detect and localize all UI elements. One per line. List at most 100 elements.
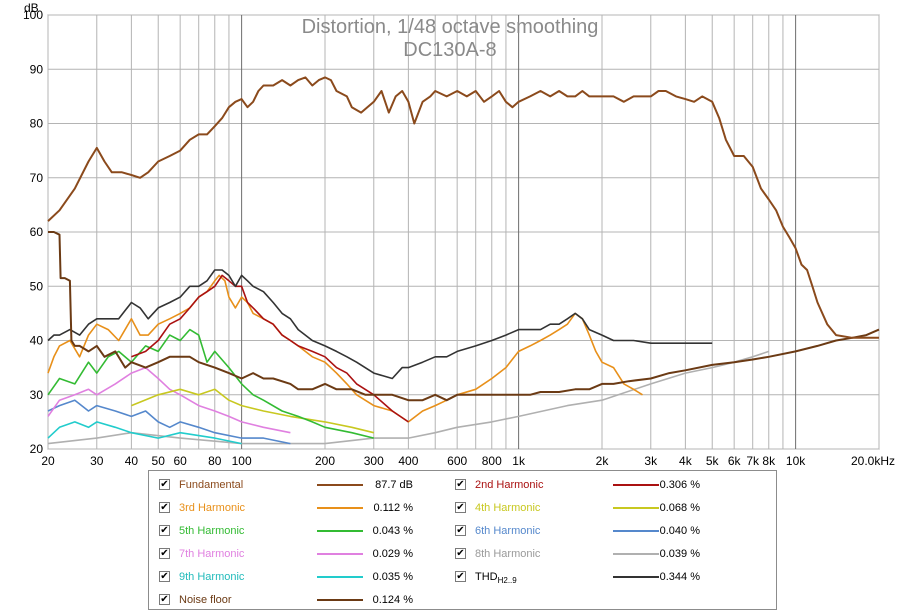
legend-item-7th-harmonic: ✔ 7th Harmonic 0.029 % bbox=[149, 544, 469, 564]
y-tick-label: 50 bbox=[30, 279, 44, 293]
legend-label: 7th Harmonic bbox=[179, 548, 245, 560]
series-lines bbox=[47, 76, 880, 445]
series-line-7th-harmonic bbox=[47, 366, 291, 434]
x-tick-label: 600 bbox=[447, 454, 467, 465]
legend-swatch bbox=[317, 553, 363, 555]
legend-swatch bbox=[317, 484, 363, 486]
y-tick-label: 90 bbox=[30, 62, 44, 76]
legend-label: 2nd Harmonic bbox=[475, 479, 544, 491]
x-tick-label: 100 bbox=[232, 454, 252, 465]
x-tick-label: 300 bbox=[364, 454, 384, 465]
legend-value: 0.124 % bbox=[372, 594, 413, 606]
y-axis-label: dB bbox=[24, 1, 39, 15]
x-tick-label: 20.0kHz bbox=[851, 454, 895, 465]
x-tick-label: 3k bbox=[644, 454, 658, 465]
legend-value: 0.043 % bbox=[372, 525, 413, 537]
x-tick-label: 20 bbox=[41, 454, 55, 465]
legend-checkbox[interactable]: ✔ bbox=[455, 571, 466, 582]
legend-swatch bbox=[613, 576, 659, 578]
y-tick-label: 20 bbox=[30, 442, 44, 456]
series-line-5th-harmonic bbox=[47, 328, 374, 439]
legend-checkbox[interactable]: ✔ bbox=[159, 479, 170, 490]
y-tick-label: 80 bbox=[30, 117, 44, 131]
y-tick-label: 70 bbox=[30, 171, 44, 185]
series-line-noise-floor bbox=[48, 231, 880, 402]
legend-label: 5th Harmonic bbox=[179, 525, 245, 537]
x-tick-label: 8k bbox=[762, 454, 776, 465]
legend-label: 3rd Harmonic bbox=[179, 502, 246, 514]
x-tick-label: 30 bbox=[90, 454, 104, 465]
legend-checkbox[interactable]: ✔ bbox=[455, 502, 466, 513]
legend-value: 0.068 % bbox=[659, 502, 700, 514]
legend-swatch bbox=[613, 507, 659, 509]
x-tick-label: 2k bbox=[596, 454, 610, 465]
legend-checkbox[interactable]: ✔ bbox=[455, 548, 466, 559]
legend-swatch bbox=[317, 576, 363, 578]
legend-checkbox[interactable]: ✔ bbox=[159, 594, 170, 605]
series-line-2nd-harmonic bbox=[131, 274, 409, 423]
legend-checkbox[interactable]: ✔ bbox=[159, 571, 170, 582]
x-tick-label: 6k bbox=[728, 454, 742, 465]
series-line-8th-harmonic bbox=[47, 350, 770, 445]
legend-checkbox[interactable]: ✔ bbox=[159, 502, 170, 513]
x-tick-label: 10k bbox=[786, 454, 806, 465]
legend-swatch bbox=[613, 484, 659, 486]
x-tick-label: 50 bbox=[152, 454, 166, 465]
x-tick-label: 4k bbox=[679, 454, 693, 465]
legend-value: 0.344 % bbox=[659, 571, 700, 583]
legend-item-noise-floor: ✔ Noise floor 0.124 % bbox=[149, 590, 469, 610]
legend-value: 0.112 % bbox=[373, 502, 413, 514]
legend-item-6th-harmonic: ✔ 6th Harmonic 0.040 % bbox=[445, 521, 765, 541]
x-axis-ticks: 20 30 40 50 60 80 100 200 300 400 600 800 1k 2k 3k 4k 5k… bbox=[41, 454, 895, 465]
x-tick-label: 200 bbox=[315, 454, 335, 465]
legend-value: 0.040 % bbox=[659, 525, 700, 537]
x-tick-label: 1k bbox=[512, 454, 526, 465]
y-tick-label: 30 bbox=[30, 388, 44, 402]
legend-value: 0.039 % bbox=[659, 548, 700, 560]
x-tick-label: 400 bbox=[398, 454, 418, 465]
distortion-chart: 20 30 40 50 60 70 80 90 100 20 30 40 50 60 80 100 200 30… bbox=[23, 1, 895, 465]
legend-item-3rd-harmonic: ✔ 3rd Harmonic 0.112 % bbox=[149, 498, 469, 518]
legend-label: Fundamental bbox=[179, 479, 244, 491]
chart-subtitle: DC130A-8 bbox=[403, 39, 496, 61]
legend-swatch bbox=[317, 599, 363, 601]
x-tick-label: 7k bbox=[746, 454, 760, 465]
legend-value: 0.029 % bbox=[372, 548, 413, 560]
legend-label: THDH2..9 bbox=[475, 571, 517, 585]
x-tick-label: 5k bbox=[706, 454, 720, 465]
y-tick-label: 60 bbox=[30, 225, 44, 239]
legend-swatch bbox=[317, 530, 363, 532]
legend-checkbox[interactable]: ✔ bbox=[455, 479, 466, 490]
legend-label: 4th Harmonic bbox=[475, 502, 541, 514]
legend: ✔ Fundamental 87.7 dB ✔ 2nd Harmonic 0.306 % ✔… bbox=[148, 470, 777, 610]
legend-label: 9th Harmonic bbox=[179, 571, 245, 583]
legend-value: 0.306 % bbox=[659, 479, 700, 491]
legend-label: 8th Harmonic bbox=[475, 548, 541, 560]
legend-label: 6th Harmonic bbox=[475, 525, 541, 537]
series-line-9th-harmonic bbox=[47, 421, 242, 445]
legend-item-fundamental: ✔ Fundamental 87.7 dB bbox=[149, 475, 469, 495]
legend-value: 0.035 % bbox=[372, 571, 413, 583]
y-tick-label: 100 bbox=[23, 8, 43, 22]
series-line-fundamental bbox=[47, 76, 879, 339]
x-tick-label: 40 bbox=[125, 454, 139, 465]
legend-checkbox[interactable]: ✔ bbox=[159, 548, 170, 559]
y-axis-ticks: 20 30 40 50 60 70 80 90 100 bbox=[23, 8, 43, 456]
x-tick-label: 800 bbox=[482, 454, 502, 465]
legend-label-subscript: H2..9 bbox=[497, 576, 517, 585]
legend-item-9th-harmonic: ✔ 9th Harmonic 0.035 % bbox=[149, 567, 469, 587]
legend-value: 87.7 dB bbox=[375, 479, 413, 491]
series-line-6th-harmonic bbox=[47, 399, 291, 445]
legend-checkbox[interactable]: ✔ bbox=[455, 525, 466, 536]
legend-item-8th-harmonic: ✔ 8th Harmonic 0.039 % bbox=[445, 544, 765, 564]
legend-item-4th-harmonic: ✔ 4th Harmonic 0.068 % bbox=[445, 498, 765, 518]
series-line-thd bbox=[47, 269, 713, 380]
legend-item-2nd-harmonic: ✔ 2nd Harmonic 0.306 % bbox=[445, 475, 765, 495]
x-tick-label: 80 bbox=[208, 454, 222, 465]
y-tick-label: 40 bbox=[30, 334, 44, 348]
legend-item-thd: ✔ THDH2..9 0.344 % bbox=[445, 567, 765, 587]
legend-swatch bbox=[613, 553, 659, 555]
legend-checkbox[interactable]: ✔ bbox=[159, 525, 170, 536]
legend-swatch bbox=[613, 530, 659, 532]
legend-item-5th-harmonic: ✔ 5th Harmonic 0.043 % bbox=[149, 521, 469, 541]
